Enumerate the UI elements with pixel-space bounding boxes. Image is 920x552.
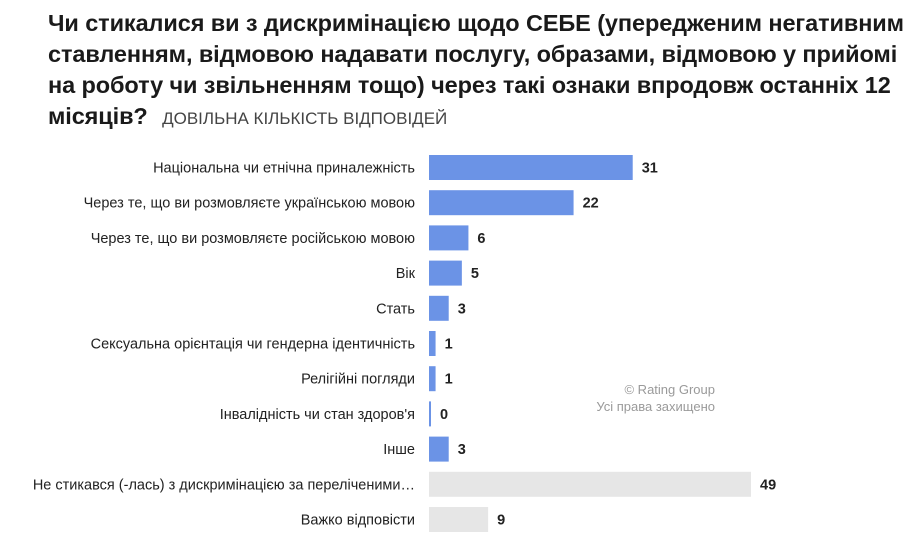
- chart-title: Чи стикалися ви з дискримінацією щодо СЕ…: [48, 10, 904, 129]
- bar: [429, 436, 449, 462]
- category-label: Важко відповісти: [301, 513, 415, 529]
- bar: [429, 331, 436, 356]
- value-label: 0: [440, 407, 448, 423]
- bar: [429, 471, 751, 497]
- category-label: Стать: [376, 301, 415, 317]
- bar: [429, 507, 489, 532]
- watermark-line-2: Усі права захищено: [596, 399, 715, 414]
- watermark-line-1: © Rating Group: [624, 382, 715, 397]
- category-label: Через те, що ви розмовляєте російською м…: [91, 231, 415, 247]
- chart-subtitle: ДОВІЛЬНА КІЛЬКІСТЬ ВІДПОВІДЕЙ: [162, 109, 448, 128]
- bar: [429, 225, 469, 251]
- bar: [429, 401, 431, 427]
- category-label: Вік: [396, 266, 416, 282]
- value-label: 9: [497, 513, 505, 529]
- chart-title-block: Чи стикалися ви з дискримінацією щодо СЕ…: [48, 8, 908, 134]
- bar: [429, 366, 436, 392]
- category-label: Інше: [383, 442, 415, 458]
- value-label: 3: [458, 301, 466, 317]
- bar: [429, 295, 449, 321]
- value-label: 49: [760, 477, 776, 493]
- category-label: Релігійні погляди: [301, 372, 415, 388]
- category-label: Через те, що ви розмовляєте українською …: [84, 196, 415, 212]
- value-label: 5: [471, 266, 479, 282]
- bar: [429, 155, 633, 180]
- category-label: Сексуальна орієнтація чи гендерна іденти…: [91, 337, 415, 353]
- value-label: 1: [445, 337, 453, 353]
- category-label: Національна чи етнічна приналежність: [153, 161, 415, 177]
- value-label: 6: [477, 231, 485, 247]
- bars-layer: Національна чи етнічна приналежність 31Че…: [33, 155, 776, 532]
- category-label: Інвалідність чи стан здоров'я: [220, 407, 415, 423]
- bar: [429, 260, 462, 286]
- value-label: 3: [458, 442, 466, 458]
- bar: [429, 190, 574, 216]
- value-label: 22: [583, 196, 599, 212]
- value-label: 1: [445, 372, 453, 388]
- category-label: Не стикався (-лась) з дискримінацією за …: [33, 477, 415, 493]
- value-label: 31: [642, 161, 658, 177]
